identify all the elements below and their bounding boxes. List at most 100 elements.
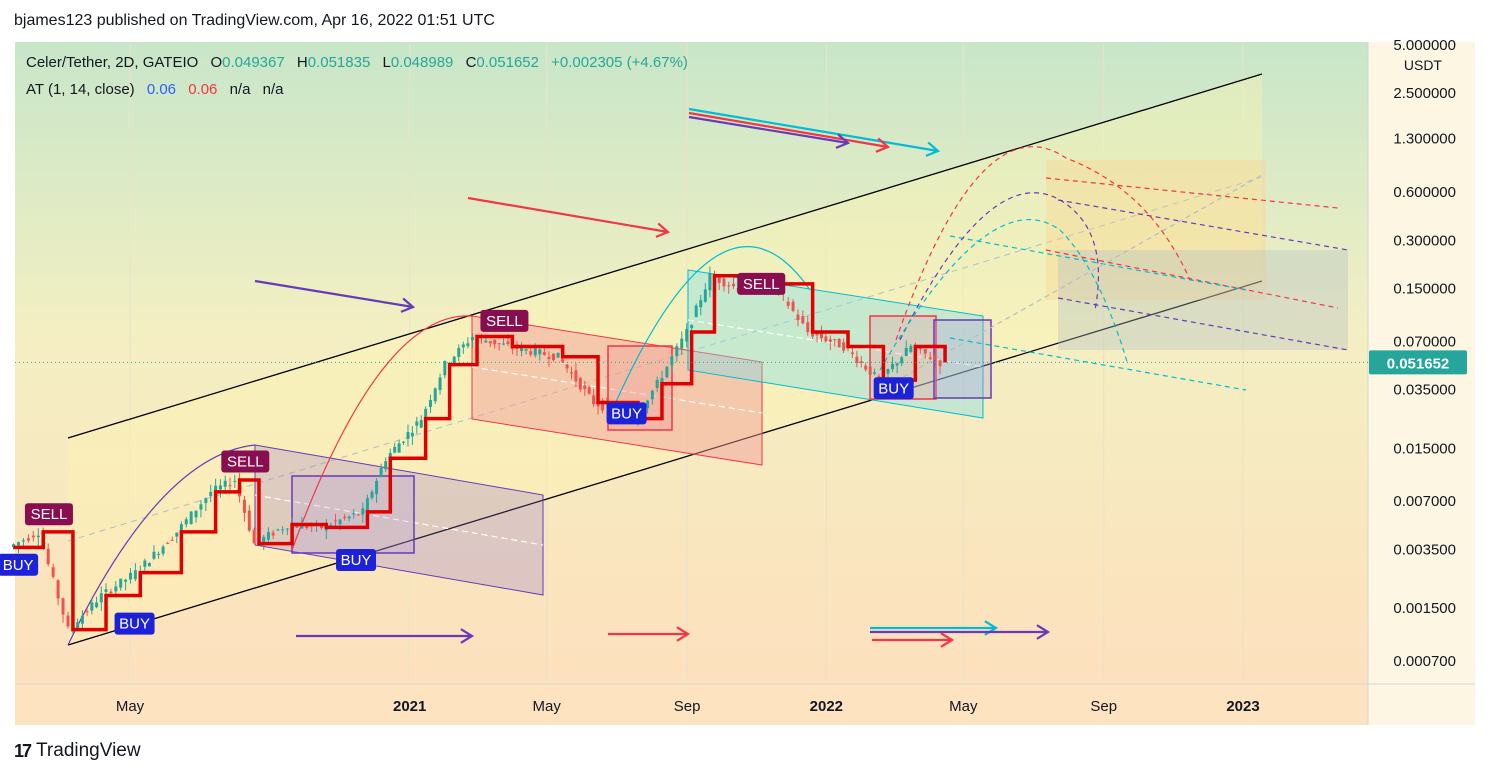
candle-body bbox=[488, 341, 492, 344]
legend-open: 0.049367 bbox=[222, 54, 285, 71]
last-price-value: 0.051652 bbox=[1387, 355, 1450, 372]
arrow-red-2-head bbox=[875, 137, 891, 153]
candle-body bbox=[891, 363, 895, 370]
channel-upper-line bbox=[67, 73, 1263, 439]
signal-label: BUY bbox=[878, 380, 909, 397]
time-axis-background bbox=[15, 684, 1368, 725]
candle-body bbox=[333, 520, 337, 522]
buy-signal-0: BUY bbox=[0, 553, 39, 576]
candle-body bbox=[837, 339, 841, 348]
range-box-1 bbox=[291, 475, 415, 554]
candle-body bbox=[690, 325, 694, 329]
candle-body bbox=[791, 301, 795, 311]
candle-body bbox=[660, 378, 664, 383]
candle-body bbox=[170, 539, 174, 541]
candle-body bbox=[31, 535, 35, 538]
x-tick-label-1: 2021 bbox=[393, 698, 426, 715]
candle-body bbox=[650, 390, 654, 400]
publisher-line: bjames123 published on TradingView.com, … bbox=[14, 12, 495, 29]
candle-body bbox=[233, 480, 237, 482]
candle-body bbox=[209, 491, 213, 497]
candle-body bbox=[356, 514, 360, 516]
candle-body bbox=[76, 622, 80, 628]
channel-lower-line bbox=[67, 280, 1263, 646]
projection-purple-upper bbox=[1057, 199, 1349, 251]
y-tick-label-7: 0.035000 bbox=[1393, 381, 1456, 398]
candle-body bbox=[452, 356, 456, 364]
candle-body bbox=[252, 530, 256, 544]
y-tick-label-10: 0.003500 bbox=[1393, 541, 1456, 558]
candle-body bbox=[247, 510, 251, 531]
candle-body bbox=[443, 361, 447, 376]
y-tick-label-11: 0.001500 bbox=[1393, 600, 1456, 617]
candle-body bbox=[214, 485, 218, 493]
signal-badge bbox=[221, 450, 270, 473]
x-tick-label-2: May bbox=[532, 698, 561, 715]
indicator-name[interactable]: AT (1, 14, close) bbox=[26, 81, 135, 98]
candle-body bbox=[428, 400, 432, 408]
arc-2 bbox=[291, 315, 473, 551]
candle-body bbox=[533, 348, 537, 356]
footer-brand[interactable]: TradingView bbox=[36, 740, 141, 761]
candle-body bbox=[133, 570, 137, 580]
candle-body bbox=[561, 359, 565, 362]
candle-body bbox=[419, 420, 423, 428]
candle-body bbox=[175, 532, 179, 537]
candle-body bbox=[665, 366, 669, 378]
legend-low: 0.048989 bbox=[390, 54, 454, 71]
candle-body bbox=[80, 615, 84, 624]
candle-body bbox=[90, 602, 94, 611]
candle-body bbox=[565, 364, 569, 369]
projection-purple-lower bbox=[1057, 297, 1349, 351]
projection-red-lower bbox=[1045, 249, 1339, 309]
signal-badge bbox=[24, 503, 73, 526]
candle-body bbox=[731, 283, 735, 287]
candle-body bbox=[675, 346, 679, 357]
candle-body bbox=[886, 369, 890, 374]
candle-body bbox=[801, 316, 805, 324]
indicator-value-2: 0.06 bbox=[188, 81, 218, 98]
candle-body bbox=[397, 443, 401, 453]
candle-body bbox=[51, 567, 55, 577]
last-price-tag bbox=[1369, 350, 1467, 375]
arc-dashed-purple bbox=[899, 192, 1100, 341]
y-tick-label-2: 1.300000 bbox=[1393, 131, 1456, 148]
candle-body bbox=[338, 519, 342, 525]
candle-body bbox=[166, 543, 170, 545]
candle-body bbox=[375, 480, 379, 495]
legend-symbol[interactable]: Celer/Tether, 2D, GATEIO bbox=[26, 54, 199, 71]
buy-signal-2: BUY bbox=[114, 612, 155, 635]
tradingview-logo-icon[interactable]: 17 bbox=[14, 740, 32, 761]
candle-body bbox=[119, 578, 123, 588]
y-tick-label-12: 0.000700 bbox=[1393, 653, 1456, 670]
arrow-purple-3-head bbox=[460, 628, 475, 644]
arc-dashed-cyan bbox=[879, 219, 1129, 371]
trailing-stop-line bbox=[13, 274, 947, 632]
candle-body bbox=[379, 467, 383, 478]
candle-body bbox=[384, 461, 388, 470]
arrow-red-1 bbox=[467, 196, 669, 234]
candle-body bbox=[510, 348, 514, 350]
candle-body bbox=[242, 499, 246, 513]
regression-mid-1 bbox=[254, 494, 544, 546]
candle-body bbox=[655, 380, 659, 388]
sell-signal-7: SELL bbox=[737, 272, 786, 295]
candle-body bbox=[824, 336, 828, 342]
legend-l-label: L bbox=[382, 54, 391, 71]
buy-signal-4: BUY bbox=[336, 548, 377, 571]
candle-body bbox=[352, 513, 356, 515]
candle-body bbox=[370, 491, 374, 498]
candle-body bbox=[295, 525, 299, 528]
candle-body bbox=[152, 551, 156, 559]
candle-body bbox=[909, 346, 913, 352]
indicator-value-1: 0.06 bbox=[146, 81, 177, 98]
candle-body bbox=[493, 339, 497, 345]
candle-body bbox=[727, 285, 731, 287]
candle-body bbox=[104, 589, 108, 592]
candle-body bbox=[347, 516, 351, 519]
candle-body bbox=[484, 340, 488, 343]
signal-badge bbox=[873, 377, 914, 400]
candle-body bbox=[524, 349, 528, 351]
